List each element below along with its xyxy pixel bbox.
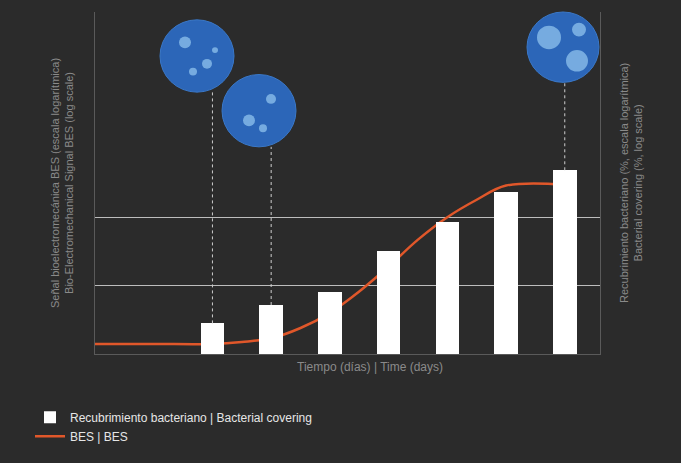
svg-text:Recubrimiento bacteriano (%, e: Recubrimiento bacteriano (%, escala loga… bbox=[618, 63, 644, 303]
svg-text:BES | BES: BES | BES bbox=[70, 430, 128, 444]
svg-text:Señal bioelectromecánica BES (: Señal bioelectromecánica BES (escala log… bbox=[49, 58, 75, 308]
svg-text:Tiempo (días) | Time (days): Tiempo (días) | Time (days) bbox=[297, 360, 443, 374]
svg-text:Recubrimiento bacteriano | Bac: Recubrimiento bacteriano | Bacterial cov… bbox=[70, 411, 312, 425]
